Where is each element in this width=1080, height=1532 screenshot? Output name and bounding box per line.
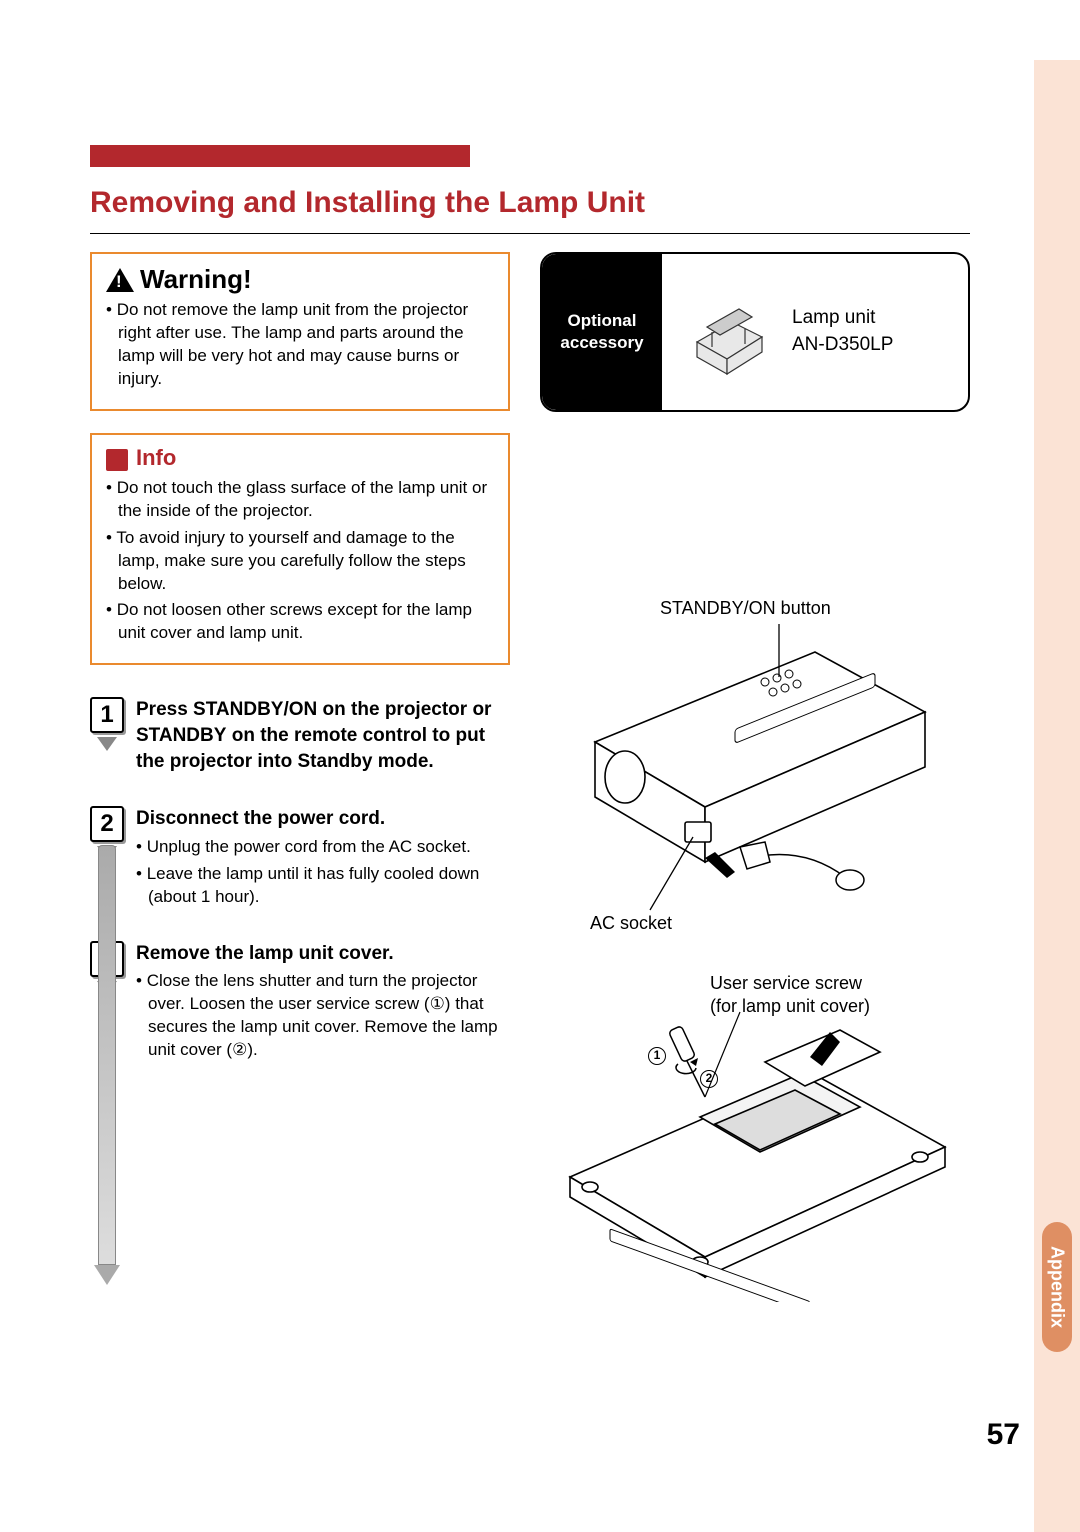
warning-box: Warning! Do not remove the lamp unit fro…	[90, 252, 510, 411]
info-item: Do not loosen other screws except for th…	[106, 599, 494, 645]
accessory-name: Lamp unit	[792, 305, 968, 332]
warning-list: Do not remove the lamp unit from the pro…	[106, 299, 494, 391]
step-bullets: Unplug the power cord from the AC socket…	[136, 836, 510, 909]
accessory-text: Lamp unit AN-D350LP	[792, 305, 968, 358]
left-column: Warning! Do not remove the lamp unit fro…	[90, 252, 510, 1282]
step-bullet: Close the lens shutter and turn the proj…	[136, 970, 510, 1062]
right-column: Optional accessory	[540, 252, 970, 1282]
info-box: Info Do not touch the glass surface of t…	[90, 433, 510, 666]
appendix-pill: Appendix	[1042, 1222, 1072, 1352]
step-3: 3 Remove the lamp unit cover. Close the …	[90, 941, 510, 1066]
warning-heading-text: Warning!	[140, 264, 252, 295]
lamp-unit-illustration	[662, 287, 792, 377]
label-standby-button: STANDBY/ON button	[660, 597, 831, 620]
label-ac-socket: AC socket	[590, 912, 672, 935]
warning-heading: Warning!	[106, 264, 494, 295]
step-body: Press STANDBY/ON on the projector or STA…	[136, 697, 510, 778]
step-number: 1	[90, 697, 124, 733]
step-2: 2 Disconnect the power cord. Unplug the …	[90, 806, 510, 912]
section-title: Removing and Installing the Lamp Unit	[90, 185, 970, 234]
accessory-label: Optional accessory	[542, 254, 662, 410]
accessory-model: AN-D350LP	[792, 332, 968, 359]
info-heading: Info	[106, 445, 494, 471]
step-title: Remove the lamp unit cover.	[136, 941, 510, 967]
info-item: Do not touch the glass surface of the la…	[106, 477, 494, 523]
step-number: 2	[90, 806, 124, 842]
two-column-layout: Warning! Do not remove the lamp unit fro…	[90, 252, 970, 1282]
info-heading-text: Info	[136, 445, 176, 471]
title-bar	[90, 145, 470, 167]
page-content: Removing and Installing the Lamp Unit Wa…	[90, 145, 970, 1282]
step-title: Disconnect the power cord.	[136, 806, 510, 832]
projector-top-illustration	[555, 622, 955, 952]
step-title: Press STANDBY/ON on the projector or STA…	[136, 697, 510, 774]
step-badge: 1	[90, 697, 124, 778]
step-bullet: Leave the lamp until it has fully cooled…	[136, 863, 510, 909]
book-icon	[106, 449, 128, 467]
info-list: Do not touch the glass surface of the la…	[106, 477, 494, 646]
step-body: Disconnect the power cord. Unplug the po…	[136, 806, 510, 912]
warning-item: Do not remove the lamp unit from the pro…	[106, 299, 494, 391]
step-bullet: Unplug the power cord from the AC socket…	[136, 836, 510, 859]
accessory-card: Optional accessory	[540, 252, 970, 412]
step-bullets: Close the lens shutter and turn the proj…	[136, 970, 510, 1062]
page-number: 57	[987, 1418, 1020, 1452]
projector-bottom-illustration	[550, 1002, 960, 1302]
step-1: 1 Press STANDBY/ON on the projector or S…	[90, 697, 510, 778]
chevron-down-icon	[97, 737, 117, 751]
diagram-area: STANDBY/ON button	[540, 442, 970, 1282]
step-body: Remove the lamp unit cover. Close the le…	[136, 941, 510, 1066]
info-item: To avoid injury to yourself and damage t…	[106, 527, 494, 596]
warning-triangle-icon	[106, 268, 134, 292]
continuation-arrow-icon	[94, 845, 120, 1285]
